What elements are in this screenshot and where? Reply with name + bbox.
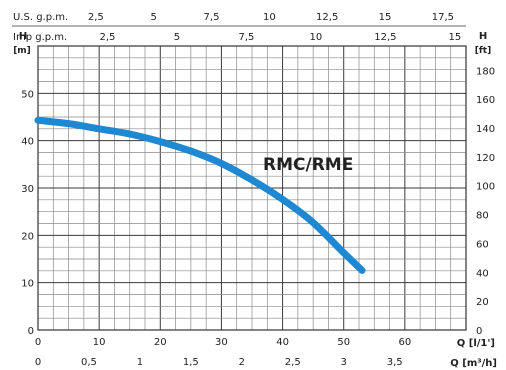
tick-label-y-left: 40 <box>21 137 34 148</box>
imp-gpm-axis-label: Imp g.p.m. <box>13 32 67 43</box>
tick-label-y-right: 80 <box>476 211 489 222</box>
tick-label-y-left: 20 <box>21 231 34 242</box>
tick-label-y-left: 30 <box>21 184 34 195</box>
tick-label-x-m3h: 1,5 <box>183 357 199 368</box>
tick-label-x-us-gpm: 2,5 <box>88 12 104 23</box>
tick-label-x-lpm: 50 <box>337 337 350 348</box>
tick-label-x-lpm: 30 <box>215 337 228 348</box>
tick-label-x-m3h: 3,5 <box>387 357 403 368</box>
tick-label-x-m3h: 0,5 <box>81 357 97 368</box>
tick-label-x-imp-gpm: 10 <box>310 32 323 43</box>
tick-label-x-imp-gpm: 15 <box>449 32 462 43</box>
tick-label-y-right: 100 <box>476 182 495 193</box>
tick-label-x-m3h: 3 <box>341 357 347 368</box>
tick-label-x-lpm: 40 <box>276 337 289 348</box>
tick-label-x-us-gpm: 12,5 <box>316 12 338 23</box>
plot-frame <box>37 45 467 331</box>
tick-label-x-lpm: 0 <box>35 337 41 348</box>
y-left-title: H <box>19 31 27 42</box>
us-gpm-axis-label: U.S. g.p.m. <box>13 12 68 23</box>
tick-label-y-right: 120 <box>476 153 495 164</box>
series-line-rmc-rme <box>34 116 366 274</box>
series-label-rmc-rme: RMC/RME <box>263 155 353 175</box>
tick-label-x-us-gpm: 17,5 <box>432 12 454 23</box>
tick-label-x-lpm: 20 <box>154 337 167 348</box>
tick-label-x-imp-gpm: 12,5 <box>374 32 396 43</box>
tick-label-y-right: 0 <box>476 326 482 337</box>
tick-label-x-imp-gpm: 7,5 <box>238 32 254 43</box>
tick-label-y-left: 0 <box>28 326 34 337</box>
y-left-unit: [m] <box>13 46 31 56</box>
grid <box>38 46 466 330</box>
tick-label-x-us-gpm: 10 <box>263 12 276 23</box>
y-right-unit: [ft] <box>475 46 491 56</box>
tick-label-x-lpm: 10 <box>93 337 106 348</box>
tick-label-x-m3h: 2,5 <box>285 357 301 368</box>
tick-label-y-right: 180 <box>476 66 495 77</box>
tick-label-x-m3h: 1 <box>137 357 143 368</box>
tick-label-y-right: 140 <box>476 124 495 135</box>
tick-label-y-right: 40 <box>476 268 489 279</box>
tick-label-x-lpm: 60 <box>398 337 411 348</box>
tick-label-y-left: 10 <box>21 279 34 290</box>
tick-label-x-imp-gpm: 2,5 <box>100 32 116 43</box>
tick-label-y-left: 50 <box>21 89 34 100</box>
tick-label-x-us-gpm: 7,5 <box>204 12 220 23</box>
tick-label-x-us-gpm: 15 <box>379 12 392 23</box>
x-axis-title-m3h: Q [m³/h] <box>450 358 497 369</box>
tick-label-y-right: 20 <box>476 297 489 308</box>
tick-label-x-m3h: 2 <box>239 357 245 368</box>
tick-label-x-m3h: 0 <box>35 357 41 368</box>
tick-label-y-right: 60 <box>476 239 489 250</box>
tick-label-x-us-gpm: 5 <box>150 12 156 23</box>
tick-label-x-imp-gpm: 5 <box>174 32 180 43</box>
y-right-title: H <box>479 31 487 42</box>
tick-label-y-right: 160 <box>476 95 495 106</box>
x-axis-title-lpm: Q [l/1'] <box>457 338 495 349</box>
